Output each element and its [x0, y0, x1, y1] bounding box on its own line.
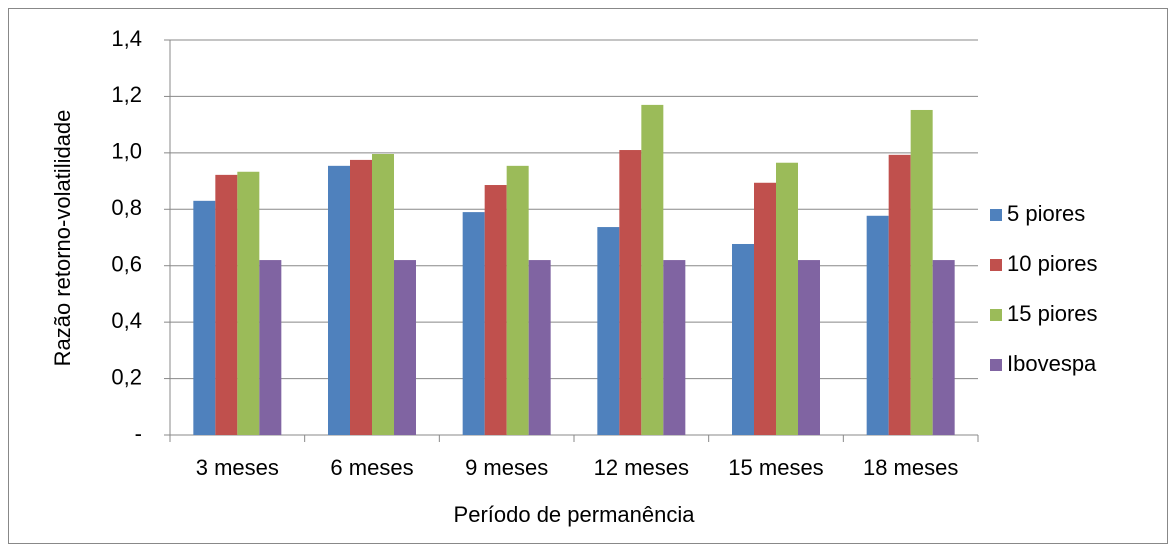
x-tick-label: 18 meses	[863, 455, 958, 480]
x-tick-label: 9 meses	[465, 455, 548, 480]
x-tick-label: 15 meses	[728, 455, 823, 480]
legend-label: 5 piores	[1007, 201, 1085, 226]
bar	[350, 159, 372, 436]
bar	[754, 182, 776, 435]
bar	[372, 153, 394, 435]
bar	[528, 260, 551, 435]
x-tick-label: 3 meses	[196, 455, 279, 480]
bar	[663, 260, 686, 435]
legend-swatch	[990, 309, 1002, 321]
bar	[484, 185, 507, 435]
bar	[328, 165, 350, 436]
bar	[732, 243, 754, 435]
bar	[597, 227, 620, 435]
x-tick-label: 6 meses	[330, 455, 413, 480]
y-tick-label: 1,4	[111, 26, 142, 51]
bar	[193, 200, 216, 435]
bar	[462, 212, 485, 435]
y-tick-label: 0,2	[111, 364, 142, 389]
bar	[798, 260, 820, 435]
y-tick-label: -	[135, 421, 142, 446]
bar	[506, 165, 529, 436]
bar	[641, 104, 664, 436]
bar	[237, 171, 260, 435]
bar	[776, 162, 798, 435]
legend-swatch	[990, 259, 1002, 271]
bar	[910, 109, 933, 435]
y-axis-label: Razão retorno-volatilidade	[50, 110, 75, 367]
bar	[619, 150, 642, 436]
y-tick-label: 0,4	[111, 308, 142, 333]
legend-label: 10 piores	[1007, 251, 1098, 276]
legend-label: Ibovespa	[1007, 351, 1097, 376]
bar	[888, 154, 911, 435]
chart-border	[8, 8, 1168, 544]
y-tick-label: 0,8	[111, 195, 142, 220]
x-tick-label: 12 meses	[594, 455, 689, 480]
y-tick-label: 0,6	[111, 252, 142, 277]
legend-swatch	[990, 209, 1002, 221]
legend-label: 15 piores	[1007, 301, 1098, 326]
legend-swatch	[990, 359, 1002, 371]
bar	[215, 174, 238, 435]
y-tick-label: 1,0	[111, 139, 142, 164]
y-tick-label: 1,2	[111, 82, 142, 107]
bar	[394, 260, 416, 435]
x-axis-label: Período de permanência	[454, 502, 696, 527]
bar	[866, 215, 889, 435]
bar	[932, 260, 955, 435]
bar	[259, 260, 282, 435]
